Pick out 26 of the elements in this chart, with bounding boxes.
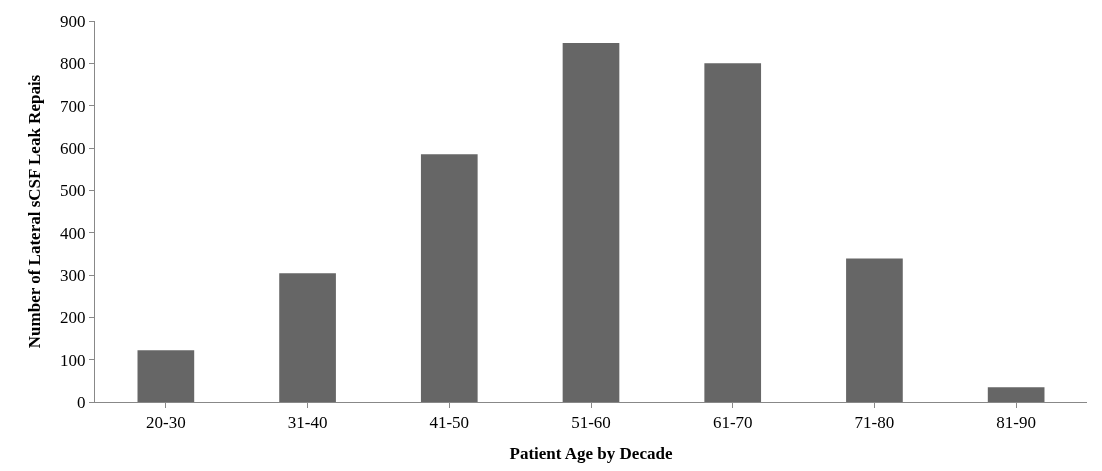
x-tick-label: 51-60	[571, 413, 611, 433]
y-tick-label: 600	[60, 138, 86, 158]
x-tick-label: 20-30	[146, 413, 186, 433]
y-tick-label: 200	[60, 308, 86, 328]
bar	[704, 63, 762, 402]
y-tick-label: 700	[60, 96, 86, 116]
x-tick-label: 41-50	[429, 413, 470, 433]
x-tick-label: 81-90	[996, 413, 1036, 433]
y-tick-label: 100	[60, 350, 86, 370]
y-tick-label: 300	[60, 265, 86, 285]
x-tick-label: 61-70	[712, 413, 753, 433]
bar	[420, 154, 478, 402]
x-tick-label: 71-80	[854, 413, 895, 433]
y-tick-label: 0	[77, 392, 86, 412]
bar	[279, 273, 336, 402]
y-tick-label: 500	[60, 181, 86, 201]
x-tick-label: 31-40	[287, 413, 328, 433]
bar	[987, 387, 1045, 402]
bar	[137, 350, 195, 402]
y-axis-title: Number of Lateral sCSF Leak Repais	[24, 74, 44, 349]
bar	[846, 258, 903, 402]
y-tick-label: 400	[60, 223, 86, 243]
x-axis-title: Patient Age by Decade	[509, 443, 673, 463]
y-tick-label: 800	[60, 54, 86, 74]
bar	[562, 43, 620, 402]
y-tick-label: 900	[60, 11, 86, 31]
